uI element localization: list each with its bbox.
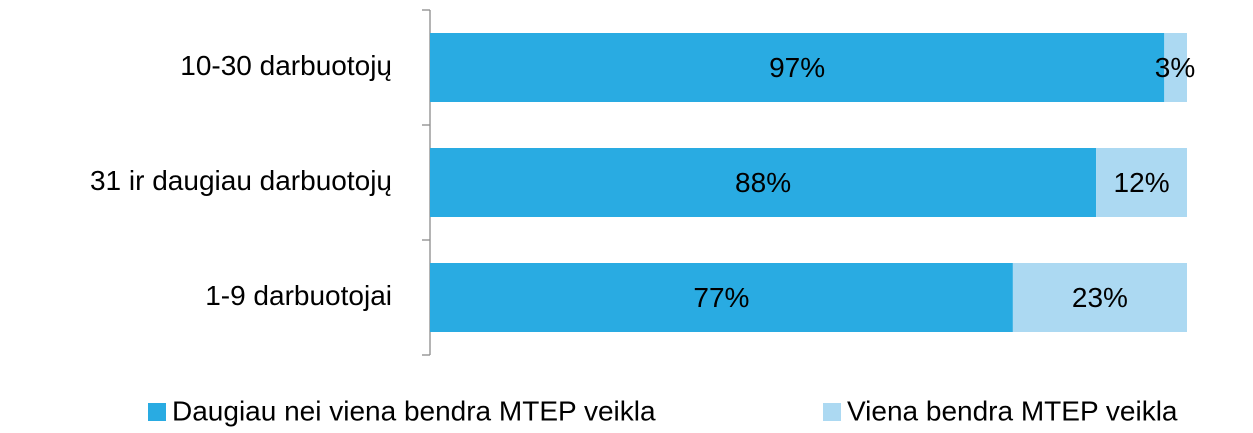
value-label: 3% <box>1155 52 1195 83</box>
category-label: 31 ir daugiau darbuotojų <box>90 165 392 196</box>
bar-segment <box>1096 148 1187 217</box>
value-label: 77% <box>693 282 749 313</box>
bar-segment <box>430 263 1013 332</box>
legend-label: Daugiau nei viena bendra MTEP veikla <box>172 395 656 426</box>
bar-segment <box>430 33 1165 102</box>
category-label: 1-9 darbuotojai <box>205 280 392 311</box>
value-label: 23% <box>1072 282 1128 313</box>
bar-segment <box>430 148 1097 217</box>
legend-swatch <box>823 403 841 421</box>
bar-segment <box>1012 263 1187 332</box>
value-label: 12% <box>1114 167 1170 198</box>
value-label: 88% <box>735 167 791 198</box>
category-label: 10-30 darbuotojų <box>180 50 392 81</box>
legend-swatch <box>148 403 166 421</box>
bar-segment <box>1164 33 1187 102</box>
legend-label: Viena bendra MTEP veikla <box>847 395 1178 426</box>
value-label: 97% <box>769 52 825 83</box>
